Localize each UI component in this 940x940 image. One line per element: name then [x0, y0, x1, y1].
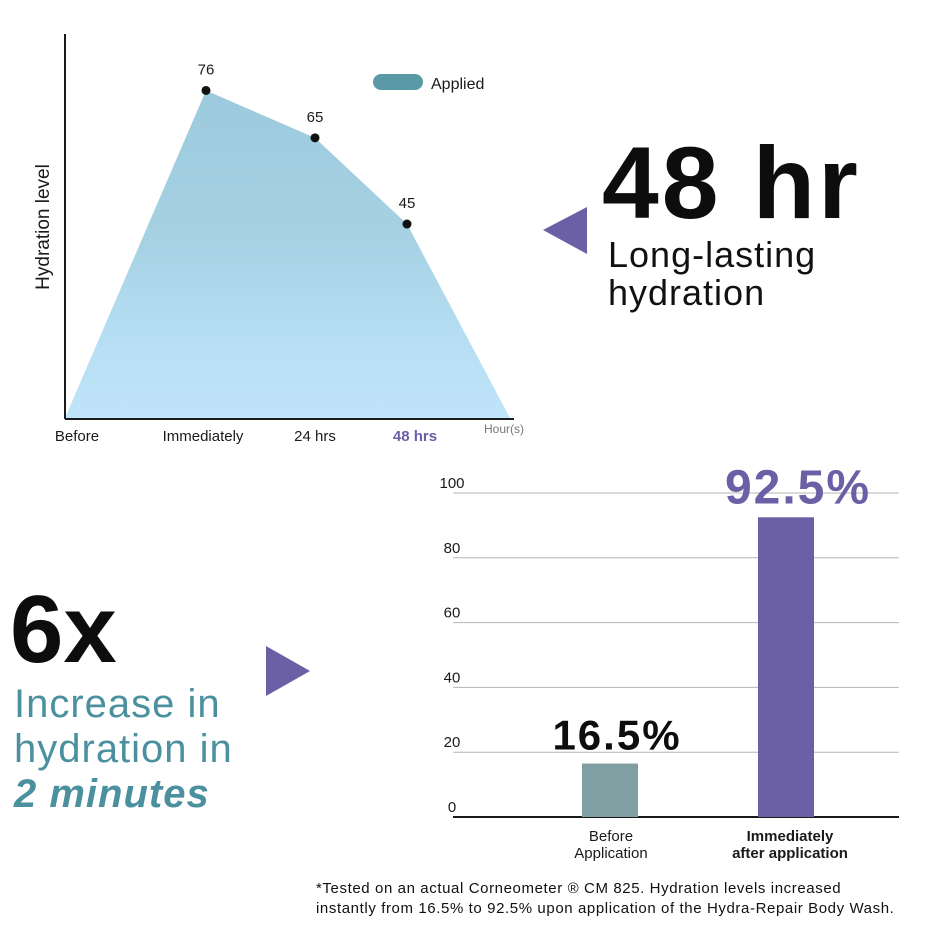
y-tick-label: 0 [448, 799, 456, 816]
x-tick-label: 24 hrs [294, 428, 336, 445]
headline-6x-subtitle: Increase in hydration in 2 minutes [14, 682, 274, 817]
bar-category-label: Immediately [747, 828, 834, 845]
footnote-line: *Tested on an actual Corneometer ® CM 82… [316, 880, 842, 897]
x-tick-label: Immediately [163, 428, 244, 445]
y-tick-label: 60 [444, 605, 461, 622]
area-shape [65, 90, 510, 418]
x-axis-label: Hour(s) [484, 422, 524, 436]
bar-value-label: 92.5% [725, 461, 871, 514]
y-axis-label: Hydration level [33, 164, 54, 290]
footnote-line: instantly from 16.5% to 92.5% upon appli… [316, 900, 895, 917]
triangle-left-icon [543, 207, 587, 254]
area-points [201, 85, 412, 229]
area-chart: 76 65 45 Before Immediately 24 hrs 48 hrs Hou… [33, 34, 524, 445]
footnote: *Tested on an actual Corneometer ® CM 82… [316, 879, 936, 919]
bar-category-label: Before [589, 828, 633, 845]
headline-48hr-subtitle: Long-lasting hydration [608, 236, 908, 312]
bar [758, 517, 814, 817]
area-data-labels: 76 65 45 [198, 61, 416, 212]
area-x-tick-labels: Before Immediately 24 hrs 48 hrs [55, 428, 437, 445]
bar-category-label: Application [574, 845, 647, 862]
headline-6x: 6x [10, 576, 117, 683]
bar-chart: 0 20 40 60 80 100 16.5% 92.5% BeforeApplicatio… [439, 461, 899, 862]
bar-value-labels: 16.5% 92.5% [552, 461, 871, 759]
triangle-right-icon [266, 646, 310, 696]
y-tick-label: 20 [444, 734, 461, 751]
y-tick-label: 40 [444, 669, 461, 686]
subtitle-line: hydration [608, 272, 766, 313]
legend-label: Applied [431, 76, 484, 93]
subtitle-line: hydration in [14, 727, 233, 771]
data-label: 65 [307, 109, 324, 126]
bar [582, 763, 638, 817]
data-label: 45 [399, 195, 416, 212]
bar-value-label: 16.5% [552, 712, 681, 759]
legend-swatch [373, 74, 423, 90]
x-tick-label: 48 hrs [393, 428, 437, 445]
data-point [201, 85, 211, 95]
subtitle-line: Long-lasting [608, 234, 817, 275]
data-label: 76 [198, 61, 215, 78]
bar-category-label: after application [732, 845, 848, 862]
subtitle-emphasis: 2 minutes [14, 772, 210, 816]
bars [582, 517, 814, 817]
y-tick-label: 80 [444, 540, 461, 557]
bar-y-tick-labels: 0 20 40 60 80 100 [439, 475, 464, 816]
data-point [310, 133, 320, 143]
data-point [402, 219, 412, 229]
bar-gridlines [453, 492, 899, 818]
y-tick-label: 100 [439, 475, 464, 492]
x-tick-label: Before [55, 428, 99, 445]
headline-48hr: 48 hr [602, 126, 861, 240]
subtitle-line: Increase in [14, 682, 221, 726]
